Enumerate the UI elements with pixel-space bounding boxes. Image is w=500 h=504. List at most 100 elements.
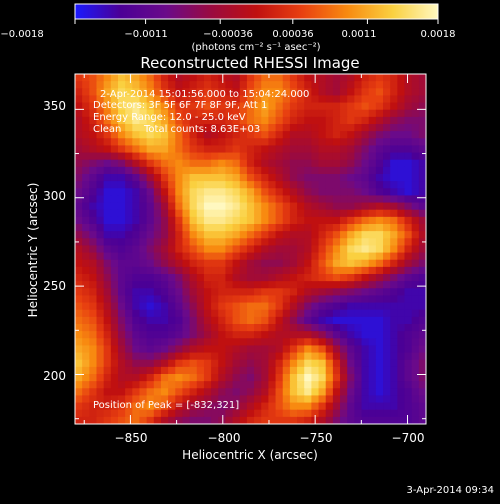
heatmap-cell (361, 316, 370, 325)
heatmap-cell (239, 259, 248, 268)
heatmap-cell (275, 152, 284, 161)
heatmap-cell (332, 109, 341, 118)
heatmap-cell (203, 281, 212, 289)
heatmap-cell (275, 374, 284, 382)
heatmap-cell (246, 345, 255, 354)
heatmap-cell (332, 381, 341, 389)
heatmap-cell (254, 245, 262, 254)
heatmap-cell (218, 366, 227, 375)
heatmap-cell (404, 309, 413, 318)
heatmap-cell (132, 174, 141, 182)
heatmap-cell (282, 95, 291, 104)
heatmap-cell (368, 231, 377, 239)
heatmap-cell (211, 152, 219, 161)
heatmap-cell (275, 102, 284, 111)
heatmap-cell (261, 324, 269, 332)
heatmap-cell (168, 324, 176, 332)
heatmap-cell (282, 409, 291, 418)
heatmap-cell (332, 324, 341, 332)
heatmap-cell (325, 359, 334, 368)
heatmap-cell (340, 216, 348, 225)
heatmap-cell (390, 416, 398, 424)
heatmap-cell (404, 109, 413, 118)
heatmap-cell (218, 174, 227, 182)
heatmap-cell (153, 224, 162, 232)
heatmap-cell (160, 416, 169, 424)
heatmap-cell (203, 88, 212, 97)
heatmap-cell (203, 252, 212, 261)
heatmap-cell (110, 274, 119, 282)
heatmap-cell (368, 381, 377, 389)
heatmap-cell (404, 81, 413, 89)
heatmap-cell (397, 416, 406, 424)
heatmap-cell (375, 338, 384, 347)
heatmap-cell (354, 359, 363, 368)
heatmap-cell (390, 145, 398, 154)
heatmap-cell (196, 81, 205, 89)
heatmap-cell (383, 366, 391, 375)
heatmap-cell (75, 74, 83, 82)
heatmap-cell (153, 252, 162, 261)
heatmap-cell (146, 238, 155, 247)
heatmap-cell (96, 281, 105, 289)
heatmap-cell (347, 116, 355, 125)
heatmap-cell (289, 316, 298, 325)
heatmap-cell (196, 224, 205, 232)
heatmap-cell (297, 138, 305, 147)
heatmap-cell (225, 395, 234, 404)
heatmap-cell (318, 402, 327, 411)
heatmap-cell (375, 188, 384, 197)
heatmap-cell (196, 252, 205, 261)
heatmap-cell (418, 402, 426, 411)
heatmap-cell (189, 116, 198, 125)
heatmap-cell (375, 374, 384, 382)
heatmap-cell (275, 352, 284, 361)
heatmap-cell (261, 338, 269, 347)
heatmap-cell (218, 88, 227, 97)
heatmap-cell (261, 81, 269, 89)
heatmap-cell (246, 195, 255, 204)
heatmap-cell (75, 245, 83, 254)
heatmap-cell (318, 316, 327, 325)
heatmap-cell (196, 366, 205, 375)
heatmap-cell (110, 102, 119, 111)
heatmap-cell (282, 166, 291, 175)
heatmap-cell (82, 302, 90, 311)
heatmap-cell (361, 174, 370, 182)
heatmap-cell (232, 302, 241, 311)
colorbar: −0.0018 −0.0011 −0.00036 0.00036 0.0011 … (0, 3, 456, 53)
heatmap-cell (103, 338, 112, 347)
heatmap-cell (254, 302, 262, 311)
heatmap-cell (297, 202, 305, 211)
heatmap-cell (225, 416, 234, 424)
heatmap-cell (146, 145, 155, 154)
heatmap-cell (411, 359, 420, 368)
heatmap-cell (347, 359, 355, 368)
heatmap-cell (117, 74, 126, 82)
heatmap-cell (304, 88, 312, 97)
heatmap-cell (160, 231, 169, 239)
heatmap-cell (289, 381, 298, 389)
heatmap-cell (182, 402, 191, 411)
heatmap-cell (340, 316, 348, 325)
date-stamp: 3-Apr-2014 09:34 (406, 485, 494, 496)
heatmap-cell (218, 416, 227, 424)
heatmap-cell (340, 345, 348, 354)
heatmap-cell (318, 166, 327, 175)
heatmap-cell (404, 288, 413, 297)
heatmap-cell (153, 402, 162, 411)
heatmap-cell (189, 124, 198, 132)
heatmap-cell (375, 295, 384, 304)
heatmap-cell (189, 216, 198, 225)
heatmap-cell (332, 416, 341, 424)
heatmap-cell (383, 116, 391, 125)
heatmap-cell (103, 259, 112, 268)
heatmap-cell (397, 381, 406, 389)
heatmap-cell (96, 316, 105, 325)
heatmap-cell (160, 174, 169, 182)
heatmap-cell (125, 81, 133, 89)
heatmap-cell (361, 288, 370, 297)
heatmap-cell (340, 381, 348, 389)
heatmap-cell (411, 302, 420, 311)
heatmap-cell (103, 159, 112, 168)
